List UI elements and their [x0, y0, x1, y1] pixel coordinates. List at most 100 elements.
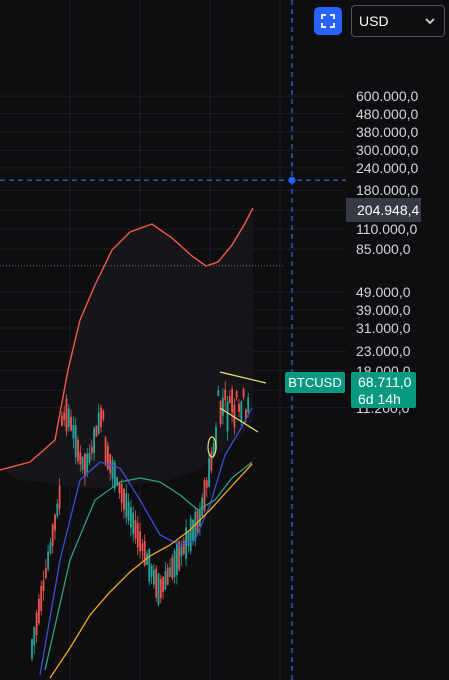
candle-body — [35, 612, 38, 635]
candle-body — [63, 412, 66, 420]
price-axis-tick: 180.000,0 — [356, 182, 419, 199]
crosshair-price-label: 204.948,4 — [346, 198, 421, 222]
candle-body — [228, 396, 231, 403]
candle-body — [171, 557, 174, 579]
candle-body — [178, 541, 181, 570]
candle-body — [148, 548, 151, 582]
candle-body — [238, 404, 240, 412]
symbol-label: BTCUSD — [285, 372, 345, 393]
candle-body — [143, 540, 146, 566]
candle-body — [33, 627, 36, 646]
candle-body — [231, 388, 233, 413]
candle-body — [93, 428, 95, 453]
candle-body — [192, 519, 194, 542]
candle-body — [155, 568, 158, 598]
candle-body — [79, 452, 82, 465]
candle-body — [97, 412, 100, 434]
price-axis[interactable]: 600.000,0 480.000,0 380.000,0 300.000,0 240.… — [346, 0, 449, 680]
window-toggle-button[interactable] — [314, 7, 342, 35]
candle-body — [176, 544, 178, 575]
candle-body — [120, 484, 123, 503]
crosshair-dot — [288, 176, 296, 184]
candle-body — [217, 390, 220, 397]
candle-body — [116, 477, 118, 486]
candle-body — [107, 445, 109, 470]
candle-body — [58, 485, 61, 509]
candle-body — [235, 391, 238, 398]
price-axis-tick: 85.000,0 — [356, 241, 411, 258]
candle-body — [212, 443, 215, 456]
candle-body — [199, 509, 201, 527]
candle-body — [219, 400, 222, 425]
candle-body — [127, 501, 130, 521]
highlight-ellipse — [207, 436, 217, 458]
candle-body — [130, 507, 132, 528]
price-axis-tick: 110.000,0 — [356, 220, 418, 237]
candle-body — [109, 453, 112, 474]
channel-lower-line — [219, 407, 259, 433]
currency-select-value: USD — [359, 13, 389, 29]
price-axis-tick: 600.000,0 — [356, 88, 419, 105]
candle-body — [47, 551, 49, 570]
candle-body — [51, 524, 54, 546]
candle-body — [139, 531, 141, 552]
candle-body — [42, 580, 45, 592]
last-price-label: 68.711,0 6d 14h — [351, 372, 416, 408]
candle-body — [44, 568, 47, 578]
candle-body — [86, 453, 89, 473]
candle-body — [38, 598, 40, 624]
candle-body — [180, 546, 183, 557]
candle-body — [162, 576, 164, 593]
candle-body — [203, 480, 206, 511]
candle-body — [159, 578, 162, 599]
candle-body — [222, 397, 224, 416]
price-axis-tick: 480.000,0 — [356, 105, 419, 122]
candle-body — [245, 409, 247, 419]
candle-body — [100, 407, 102, 428]
candle-body — [113, 462, 116, 489]
candle-body — [123, 489, 125, 510]
candle-body — [118, 481, 121, 494]
candle-body — [169, 567, 171, 577]
candle-body — [141, 543, 144, 551]
price-axis-tick: 23.000,0 — [356, 343, 411, 360]
candle-body — [61, 415, 63, 426]
bar-countdown: 6d 14h — [358, 391, 401, 407]
candle-body — [65, 398, 68, 432]
candle-body — [54, 514, 56, 531]
candle-body — [242, 388, 245, 398]
candle-body — [205, 480, 208, 488]
candle-body — [150, 565, 153, 577]
moving-average-green — [44, 461, 253, 671]
candle-body — [40, 585, 43, 611]
candle-body — [153, 569, 155, 585]
candle-body — [182, 540, 185, 555]
candle-body — [77, 439, 79, 462]
candle-body — [164, 570, 167, 590]
candle-body — [104, 437, 107, 466]
moving-average-orange — [49, 463, 253, 679]
chevron-down-icon — [425, 18, 435, 25]
envelope-line — [0, 207, 254, 471]
candle-body — [81, 456, 84, 471]
price-axis-tick: 380.000,0 — [356, 123, 419, 140]
price-axis-tick: 31.000,0 — [356, 320, 411, 337]
candle-body — [247, 397, 250, 413]
candle-body — [31, 639, 33, 659]
candle-body — [157, 573, 160, 605]
candle-body — [95, 425, 98, 437]
candle-body — [56, 503, 59, 517]
currency-select[interactable]: USD — [351, 5, 445, 37]
candle-body — [210, 451, 213, 471]
candle-body — [136, 523, 139, 548]
candle-body — [67, 408, 70, 427]
price-axis-tick: 49.000,0 — [356, 284, 411, 301]
candle-body — [194, 511, 197, 542]
candle-body — [102, 411, 105, 419]
candle-body — [49, 542, 52, 554]
candle-body — [240, 401, 243, 423]
candle-body — [224, 389, 227, 401]
candle-body — [72, 425, 75, 439]
window-toggle-icon — [321, 14, 335, 28]
